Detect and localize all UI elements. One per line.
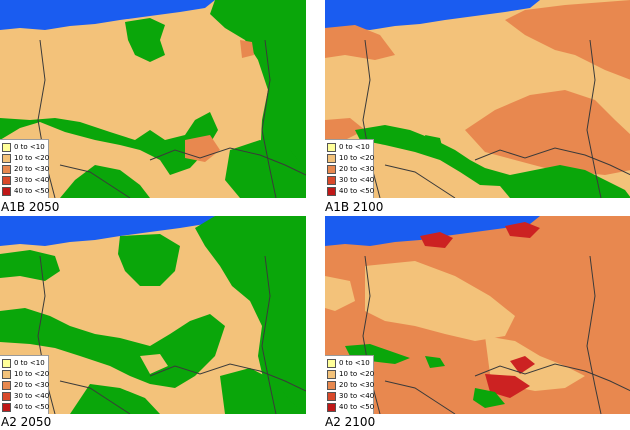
legend-label: 30 to <40 (339, 392, 375, 400)
legend: 0 to <10 10 to <20 20 to <30 30 to <40 4… (0, 139, 49, 198)
legend: 0 to <10 10 to <20 20 to <30 30 to <40 4… (325, 355, 374, 414)
legend-swatch (327, 154, 336, 163)
legend-item: 20 to <30 (2, 380, 50, 390)
legend-label: 40 to <50 (14, 403, 50, 411)
legend-swatch (327, 187, 336, 196)
map-panel-a1b-2100: 0 to <10 10 to <20 20 to <30 30 to <40 4… (325, 0, 630, 198)
legend-label: 40 to <50 (339, 403, 375, 411)
legend-swatch (2, 381, 11, 390)
legend-swatch (327, 381, 336, 390)
legend-label: 10 to <20 (339, 370, 375, 378)
legend-item: 20 to <30 (327, 164, 375, 174)
legend-item: 0 to <10 (327, 358, 373, 368)
legend-label: 20 to <30 (14, 165, 50, 173)
map-panel-a2-2050: 0 to <10 10 to <20 20 to <30 30 to <40 4… (0, 216, 306, 414)
legend: 0 to <10 10 to <20 20 to <30 30 to <40 4… (325, 139, 374, 198)
legend-swatch (2, 403, 11, 412)
panel-caption: A1B 2100 (325, 200, 384, 214)
legend-label: 40 to <50 (14, 187, 50, 195)
legend-label: 20 to <30 (339, 381, 375, 389)
legend-swatch (2, 370, 11, 379)
legend-item: 10 to <20 (327, 369, 375, 379)
legend-item: 10 to <20 (2, 369, 50, 379)
legend-label: 20 to <30 (14, 381, 50, 389)
legend-item: 30 to <40 (2, 391, 50, 401)
legend-item: 0 to <10 (2, 142, 48, 152)
legend-label: 40 to <50 (339, 187, 375, 195)
legend-swatch (2, 176, 11, 185)
legend-item: 30 to <40 (327, 175, 375, 185)
legend-label: 10 to <20 (14, 370, 50, 378)
legend-item: 20 to <30 (327, 380, 375, 390)
legend-swatch (327, 359, 336, 368)
legend-label: 0 to <10 (339, 359, 370, 367)
legend-label: 0 to <10 (14, 359, 45, 367)
legend-label: 10 to <20 (14, 154, 50, 162)
map-a1b-2050 (0, 0, 306, 198)
legend-label: 30 to <40 (14, 392, 50, 400)
legend-swatch (2, 143, 11, 152)
legend-swatch (327, 165, 336, 174)
legend-item: 10 to <20 (2, 153, 50, 163)
legend-swatch (2, 165, 11, 174)
legend-item: 40 to <50 (327, 402, 375, 412)
map-panel-a1b-2050: 0 to <10 10 to <20 20 to <30 30 to <40 4… (0, 0, 306, 198)
legend-item: 40 to <50 (2, 402, 50, 412)
legend-item: 10 to <20 (327, 153, 375, 163)
panel-caption: A2 2050 (1, 415, 52, 429)
legend-item: 40 to <50 (327, 186, 375, 196)
legend-swatch (327, 370, 336, 379)
legend-item: 0 to <10 (327, 142, 373, 152)
legend-item: 40 to <50 (2, 186, 50, 196)
legend-item: 30 to <40 (327, 391, 375, 401)
map-a1b-2100 (325, 0, 630, 198)
legend-label: 30 to <40 (14, 176, 50, 184)
legend-label: 0 to <10 (339, 143, 370, 151)
legend-swatch (2, 154, 11, 163)
panel-caption: A2 2100 (325, 415, 376, 429)
legend: 0 to <10 10 to <20 20 to <30 30 to <40 4… (0, 355, 49, 414)
legend-swatch (2, 359, 11, 368)
legend-label: 20 to <30 (339, 165, 375, 173)
legend-item: 20 to <30 (2, 164, 50, 174)
legend-label: 10 to <20 (339, 154, 375, 162)
panel-caption: A1B 2050 (1, 200, 60, 214)
legend-swatch (327, 143, 336, 152)
legend-item: 30 to <40 (2, 175, 50, 185)
legend-swatch (2, 187, 11, 196)
map-a2-2100 (325, 216, 630, 414)
map-a2-2050 (0, 216, 306, 414)
map-panel-a2-2100: 0 to <10 10 to <20 20 to <30 30 to <40 4… (325, 216, 630, 414)
legend-swatch (327, 176, 336, 185)
legend-swatch (2, 392, 11, 401)
legend-swatch (327, 392, 336, 401)
legend-item: 0 to <10 (2, 358, 48, 368)
legend-swatch (327, 403, 336, 412)
legend-label: 30 to <40 (339, 176, 375, 184)
legend-label: 0 to <10 (14, 143, 45, 151)
